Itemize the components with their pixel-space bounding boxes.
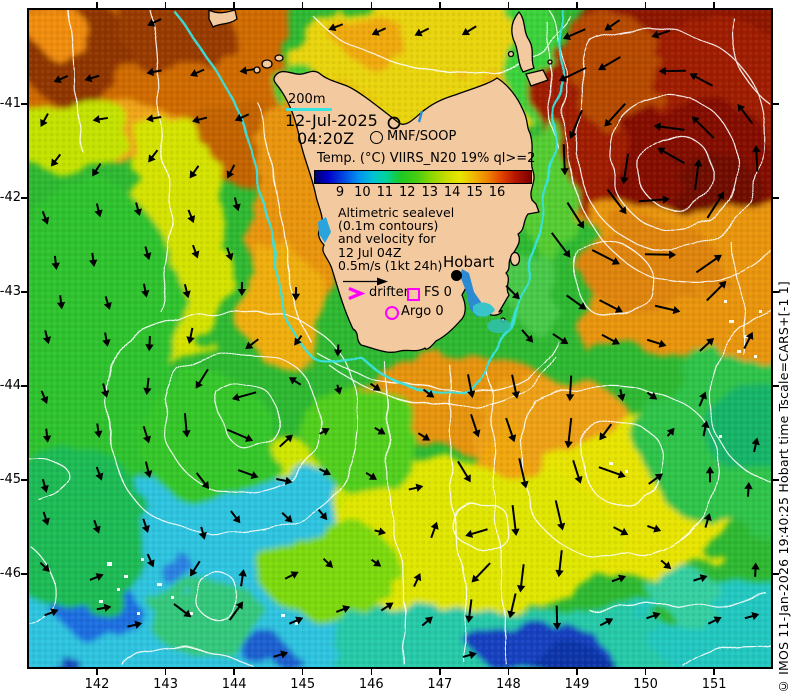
axis-tick: [439, 669, 441, 675]
drifter-arrow-icon: [348, 287, 365, 300]
sst-field-svg: [29, 10, 771, 667]
lon-tick-label: 151: [701, 677, 727, 692]
colorbar-tick-label: 16: [488, 185, 506, 200]
axis-tick: [21, 103, 27, 105]
sealevel-contours: [29, 10, 771, 667]
velocity-arrows: [39, 18, 761, 660]
lon-tick-label: 144: [221, 677, 247, 692]
colorbar-tick-label: 15: [466, 185, 483, 200]
axis-tick: [21, 479, 27, 481]
axis-tick: [507, 2, 510, 8]
drifter-label: drifter: [369, 285, 409, 300]
axis-tick: [21, 291, 27, 293]
axis-tick: [773, 197, 779, 199]
lat-tick-label: -43: [0, 284, 21, 299]
lon-tick-label: 146: [358, 677, 384, 692]
axis-tick: [301, 2, 304, 8]
time-text: 04:20Z: [297, 129, 355, 148]
axis-tick: [439, 2, 441, 8]
axis-tick: [233, 2, 235, 8]
axis-tick: [773, 291, 779, 293]
lon-tick-label: 147: [427, 677, 453, 692]
colorbar-tick-label: 11: [376, 185, 394, 200]
lat-tick-label: -42: [0, 190, 21, 205]
fs-square-icon: [407, 288, 420, 301]
axis-tick: [713, 669, 715, 675]
lon-tick-label: 143: [153, 677, 178, 692]
axis-tick: [644, 669, 647, 675]
axis-tick: [96, 2, 98, 8]
note-line: 0.5m/s (1kt 24h): [338, 257, 443, 273]
axis-tick: [773, 479, 779, 481]
lon-tick-label: 148: [495, 677, 521, 692]
land-tasmania: [208, 10, 553, 353]
note-line: (0.1m contours): [338, 218, 439, 234]
colorbar-tick-label: 9: [335, 185, 345, 200]
colorbar-ticks: 9 10 11 12 13 14 15 16: [314, 185, 530, 200]
colorbar-gradient: [314, 170, 532, 184]
axis-tick: [21, 573, 27, 575]
bathy-legend-line: [286, 108, 332, 111]
axis-tick: [164, 2, 167, 8]
soop-label: MNF/SOOP: [387, 129, 457, 144]
argo-circle-icon: [385, 306, 399, 320]
lon-tick-label: 142: [84, 677, 110, 692]
axis-tick: [713, 2, 715, 8]
axis-tick: [507, 669, 510, 675]
lat-tick-label: -46: [0, 566, 21, 581]
axis-tick: [370, 669, 373, 675]
credit-text: © IMOS 11-Jan-2026 19:40:25 Hobart time …: [776, 280, 791, 694]
axis-tick: [164, 669, 167, 675]
axis-tick: [644, 2, 647, 8]
lon-tick-label: 145: [290, 677, 316, 692]
axis-tick: [576, 669, 578, 675]
axis-tick: [21, 197, 27, 199]
cloud-speckles: [99, 300, 762, 625]
lon-tick-label: 150: [633, 677, 658, 692]
axis-tick: [21, 385, 27, 387]
note-line: 12 Jul 04Z: [338, 244, 402, 260]
axis-tick: [773, 103, 779, 105]
lon-tick-label: 149: [564, 677, 590, 692]
note-line: Altimetric sealevel: [338, 205, 455, 220]
colorbar-tick-label: 10: [354, 185, 371, 200]
axis-tick: [233, 669, 235, 675]
argo-label: Argo 0: [401, 304, 444, 319]
city-dot-icon: [451, 270, 462, 281]
axis-tick: [576, 2, 578, 8]
axis-tick: [301, 669, 304, 675]
lat-tick-label: -44: [0, 378, 21, 393]
colorbar-title: Temp. (°C) VIIRS_N20 19% ql>=2: [317, 151, 536, 166]
datetime-label: 12-Jul-2025 04:20Z: [285, 112, 378, 148]
note-line: and velocity for: [338, 231, 436, 247]
depth-label: 200m: [288, 92, 326, 107]
axis-tick: [773, 573, 779, 575]
fs-label: FS 0: [424, 285, 452, 300]
date-text: 12-Jul-2025: [285, 111, 378, 130]
soop-circle-icon: [370, 131, 383, 144]
lat-tick-label: -45: [0, 472, 21, 487]
altimetry-note: Altimetric sealevel (0.1m contours) and ve…: [338, 206, 454, 272]
velocity-scale-arrow: [343, 277, 388, 286]
colorbar-tick-label: 12: [399, 185, 416, 200]
colorbar-tick-label: 14: [443, 185, 461, 200]
axis-tick: [96, 669, 98, 675]
estuary-water: [318, 110, 511, 333]
axis-tick: [370, 2, 373, 8]
map-canvas[interactable]: 200m 12-Jul-2025 04:20Z MNF/SOOP Temp. (…: [27, 8, 773, 669]
city-label: Hobart: [443, 253, 495, 271]
colorbar-tick-label: 13: [421, 185, 438, 200]
axis-tick: [773, 385, 779, 387]
soop-ship-marker: [387, 116, 401, 130]
lat-tick-label: -41: [0, 96, 21, 111]
bathy-200m-contour: [172, 10, 567, 395]
